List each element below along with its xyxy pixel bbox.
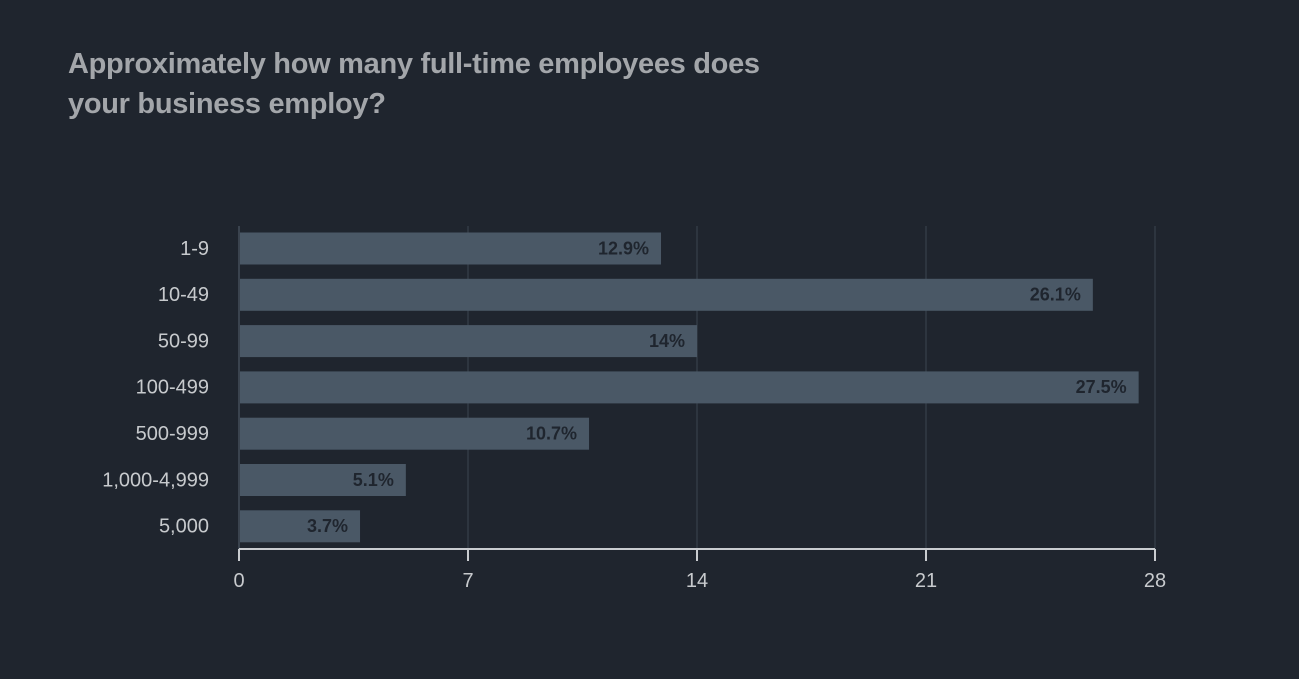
chart-title: Approximately how many full-time employe… xyxy=(68,48,760,120)
category-label-3: 100-499 xyxy=(136,377,209,399)
x-tick-label-21: 21 xyxy=(915,570,937,592)
x-tick-label-28: 28 xyxy=(1144,570,1166,592)
x-tick-label-7: 7 xyxy=(462,570,473,592)
value-label-1: 26.1% xyxy=(1030,285,1081,305)
value-label-5: 5.1% xyxy=(353,470,394,490)
bar-1[interactable] xyxy=(240,278,1093,311)
bar-6[interactable] xyxy=(240,510,361,543)
bar-2[interactable] xyxy=(240,325,697,358)
category-label-6: 5,000 xyxy=(159,516,209,538)
value-label-0: 12.9% xyxy=(598,238,649,258)
x-tick-label-0: 0 xyxy=(233,570,244,592)
value-label-4: 10.7% xyxy=(526,423,577,443)
category-label-0: 1-9 xyxy=(180,238,209,260)
value-label-3: 27.5% xyxy=(1076,377,1127,397)
bar-4[interactable] xyxy=(240,417,590,450)
category-label-5: 1,000-4,999 xyxy=(102,469,209,491)
value-label-2: 14% xyxy=(649,331,685,351)
category-label-1: 10-49 xyxy=(158,284,209,306)
bar-0[interactable] xyxy=(240,232,662,265)
category-label-4: 500-999 xyxy=(136,423,209,445)
bar-3[interactable] xyxy=(240,371,1139,404)
bar-5[interactable] xyxy=(240,464,406,496)
x-tick-label-14: 14 xyxy=(686,570,708,592)
value-label-6: 3.7% xyxy=(307,516,348,536)
category-label-2: 50-99 xyxy=(158,330,209,352)
